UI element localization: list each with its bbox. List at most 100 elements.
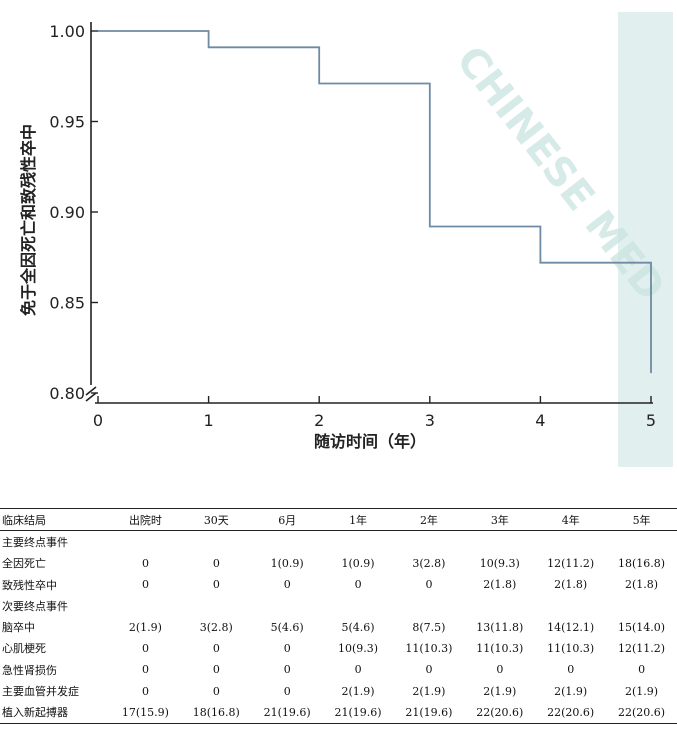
table-cell: 0 xyxy=(141,684,149,698)
row-label: 次要终点事件 xyxy=(2,599,68,613)
km-curve-1 xyxy=(98,30,652,374)
table-cell: 22(20.6) xyxy=(606,701,677,724)
table-cell: 2(1.9) xyxy=(128,620,162,634)
table-cell: 18(16.8) xyxy=(180,701,252,724)
table-cell: 1(0.9) xyxy=(270,556,304,570)
x-tick-label: 4 xyxy=(535,411,545,430)
table-cell: 0 xyxy=(567,663,575,677)
table-cell: 10(9.3) xyxy=(338,641,379,655)
km-chart-svg: CHINESE MED 0.80 0.85 0.90 0.95 1.00 0 1 2 3 4 5 随… xyxy=(19,12,674,467)
y-tick-label: 0.90 xyxy=(49,203,85,222)
table-row: 心肌梗死 0 0 0 10(9.3) 11(10.3) 11(10.3) 11(10.3) 12… xyxy=(0,638,677,659)
x-tick-label: 5 xyxy=(646,411,656,430)
table-cell: 0 xyxy=(354,578,362,592)
table-cell xyxy=(535,531,606,553)
table-cell xyxy=(181,595,252,616)
table-row: 主要终点事件 xyxy=(0,531,677,553)
table-cell: 0 xyxy=(141,641,149,655)
chart-axes xyxy=(85,22,653,404)
table-cell xyxy=(252,595,323,616)
table-cell: 0 xyxy=(212,663,220,677)
y-tick-label: 0.80 xyxy=(49,384,85,403)
row-label: 主要终点事件 xyxy=(2,535,68,549)
table-cell: 0 xyxy=(212,684,220,698)
table-cell: 3(2.8) xyxy=(199,620,233,634)
x-tick-label: 2 xyxy=(314,411,324,430)
table-row: 脑卒中 2(1.9) 3(2.8) 5(4.6) 5(4.6) 8(7.5) 13(11.8… xyxy=(0,616,677,637)
table-cell: 0 xyxy=(425,578,433,592)
y-tick-label: 0.95 xyxy=(49,113,85,132)
column-header: 1年 xyxy=(322,508,394,532)
column-header: 3年 xyxy=(464,508,536,532)
table-row: 主要血管并发症 0 0 0 2(1.9) 2(1.9) 2(1.9) 2(1.9) 2(1.9) xyxy=(0,680,677,701)
table-cell: 21(19.6) xyxy=(322,701,394,724)
table-cell: 0 xyxy=(283,684,291,698)
table-cell: 2(1.9) xyxy=(554,684,588,698)
table-cell: 22(20.6) xyxy=(464,701,536,724)
column-header: 2年 xyxy=(393,508,465,532)
row-label: 脑卒中 xyxy=(2,621,35,635)
y-tick-label: 0.85 xyxy=(49,294,85,313)
table-cell: 13(11.8) xyxy=(476,620,524,634)
table-cell: 0 xyxy=(638,663,646,677)
column-header: 30天 xyxy=(180,508,252,532)
table-cell: 21(19.6) xyxy=(251,701,323,724)
x-tick-label: 0 xyxy=(93,411,103,430)
km-chart: CHINESE MED 0.80 0.85 0.90 0.95 1.00 0 1 2 3 4 5 随… xyxy=(19,12,674,467)
table-cell: 11(10.3) xyxy=(547,641,595,655)
table-cell: 1(0.9) xyxy=(341,556,375,570)
table-row: 次要终点事件 xyxy=(0,595,677,616)
table-cell: 18(16.8) xyxy=(618,556,666,570)
table-cell: 3(2.8) xyxy=(412,556,446,570)
table-cell xyxy=(110,595,181,616)
x-tick-label: 3 xyxy=(425,411,435,430)
chart-series xyxy=(98,30,652,374)
row-label: 主要血管并发症 xyxy=(2,685,79,699)
table-cell xyxy=(110,531,181,553)
table-cell: 21(19.6) xyxy=(393,701,465,724)
table-cell xyxy=(464,531,535,553)
table-cell: 0 xyxy=(141,663,149,677)
table-cell: 2(1.9) xyxy=(483,684,517,698)
table-cell: 14(12.1) xyxy=(547,620,595,634)
table-cell xyxy=(394,531,465,553)
table-cell: 0 xyxy=(212,556,220,570)
chart-ticks: 0.80 0.85 0.90 0.95 1.00 0 1 2 3 4 5 xyxy=(49,22,656,430)
row-label: 全因死亡 xyxy=(2,557,46,571)
table-cell: 10(9.3) xyxy=(479,556,520,570)
row-label: 急性肾损伤 xyxy=(2,663,57,677)
table-row: 全因死亡 0 0 1(0.9) 1(0.9) 3(2.8) 10(9.3) 12(11.2) 1… xyxy=(0,553,677,574)
column-header-outcome: 临床结局 xyxy=(0,508,110,532)
table-cell xyxy=(606,531,677,553)
y-axis-break-mark xyxy=(85,386,97,396)
column-header: 4年 xyxy=(535,508,607,532)
y-tick-label: 1.00 xyxy=(49,22,85,41)
table-cell: 2(1.8) xyxy=(483,578,517,592)
table-cell: 12(11.2) xyxy=(618,641,666,655)
table-cell: 0 xyxy=(212,641,220,655)
table-body: 主要终点事件 全因死亡 0 0 1(0.9) 1(0.9) 3(2.8) 10(9.3) 12(… xyxy=(0,531,677,724)
row-label: 心肌梗死 xyxy=(2,642,46,656)
column-header: 出院时 xyxy=(110,508,181,532)
table-cell: 0 xyxy=(283,641,291,655)
table-cell: 0 xyxy=(496,663,504,677)
x-tick-label: 1 xyxy=(204,411,214,430)
table-cell xyxy=(252,531,323,553)
watermark: CHINESE MED xyxy=(447,12,674,467)
table-cell: 17(15.9) xyxy=(110,701,181,724)
table-row: 致残性卒中 0 0 0 0 0 2(1.8) 2(1.8) 2(1.8) xyxy=(0,574,677,595)
table-cell: 5(4.6) xyxy=(270,620,304,634)
y-axis-title: 免于全因死亡和致残性卒中 xyxy=(19,124,38,316)
table-cell: 2(1.9) xyxy=(412,684,446,698)
table-row: 植入新起搏器 17(15.9) 18(16.8) 21(19.6) 21(19.6) 21… xyxy=(0,701,677,724)
table-cell xyxy=(181,531,252,553)
table-cell: 2(1.8) xyxy=(554,578,588,592)
table-cell: 0 xyxy=(141,578,149,592)
table-header-row: 临床结局 出院时 30天 6月 1年 2年 3年 4年 5年 xyxy=(0,508,677,532)
table-cell xyxy=(606,595,677,616)
table-cell: 22(20.6) xyxy=(535,701,607,724)
table-cell: 5(4.6) xyxy=(341,620,375,634)
table-cell: 15(14.0) xyxy=(618,620,666,634)
table-cell xyxy=(535,595,606,616)
row-label: 植入新起搏器 xyxy=(0,701,110,724)
